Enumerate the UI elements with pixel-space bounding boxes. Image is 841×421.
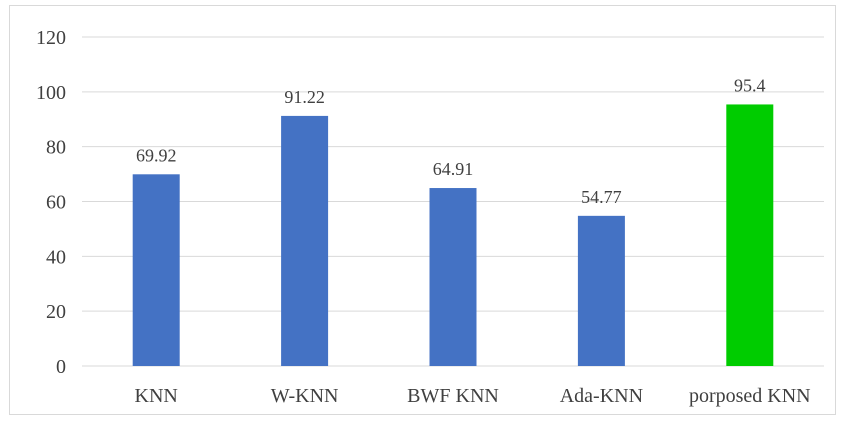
y-tick-label: 60 [46, 192, 66, 214]
bars [132, 104, 774, 366]
y-tick-label: 80 [46, 137, 66, 159]
bar-bwf-knn [429, 188, 477, 366]
data-label: 91.22 [284, 87, 325, 107]
category-label: W-KNN [271, 385, 339, 407]
gridlines [82, 36, 824, 367]
bar-porposed-knn [726, 104, 774, 366]
data-label: 64.91 [433, 159, 474, 179]
bar-w-knn [281, 115, 329, 366]
data-label: 95.4 [734, 75, 766, 95]
y-tick-label: 40 [46, 246, 66, 268]
data-label: 54.77 [581, 187, 622, 207]
bar-ada-knn [577, 215, 625, 366]
category-label: KNN [135, 385, 178, 407]
y-tick-label: 120 [36, 27, 66, 49]
category-label: BWF KNN [407, 385, 499, 407]
y-axis-tick-labels: 0 20 40 60 80 100 120 [36, 27, 66, 378]
y-tick-label: 20 [46, 301, 66, 323]
data-label: 69.92 [136, 145, 177, 165]
bar-knn [132, 174, 180, 366]
data-labels: 69.92 91.22 64.91 54.77 95.4 [136, 75, 766, 206]
y-tick-label: 0 [56, 356, 66, 378]
category-label: Ada-KNN [560, 385, 643, 407]
category-label: porposed KNN [689, 385, 811, 407]
y-tick-label: 100 [36, 82, 66, 104]
x-axis-category-labels: KNN W-KNN BWF KNN Ada-KNN porposed KNN [135, 385, 811, 407]
